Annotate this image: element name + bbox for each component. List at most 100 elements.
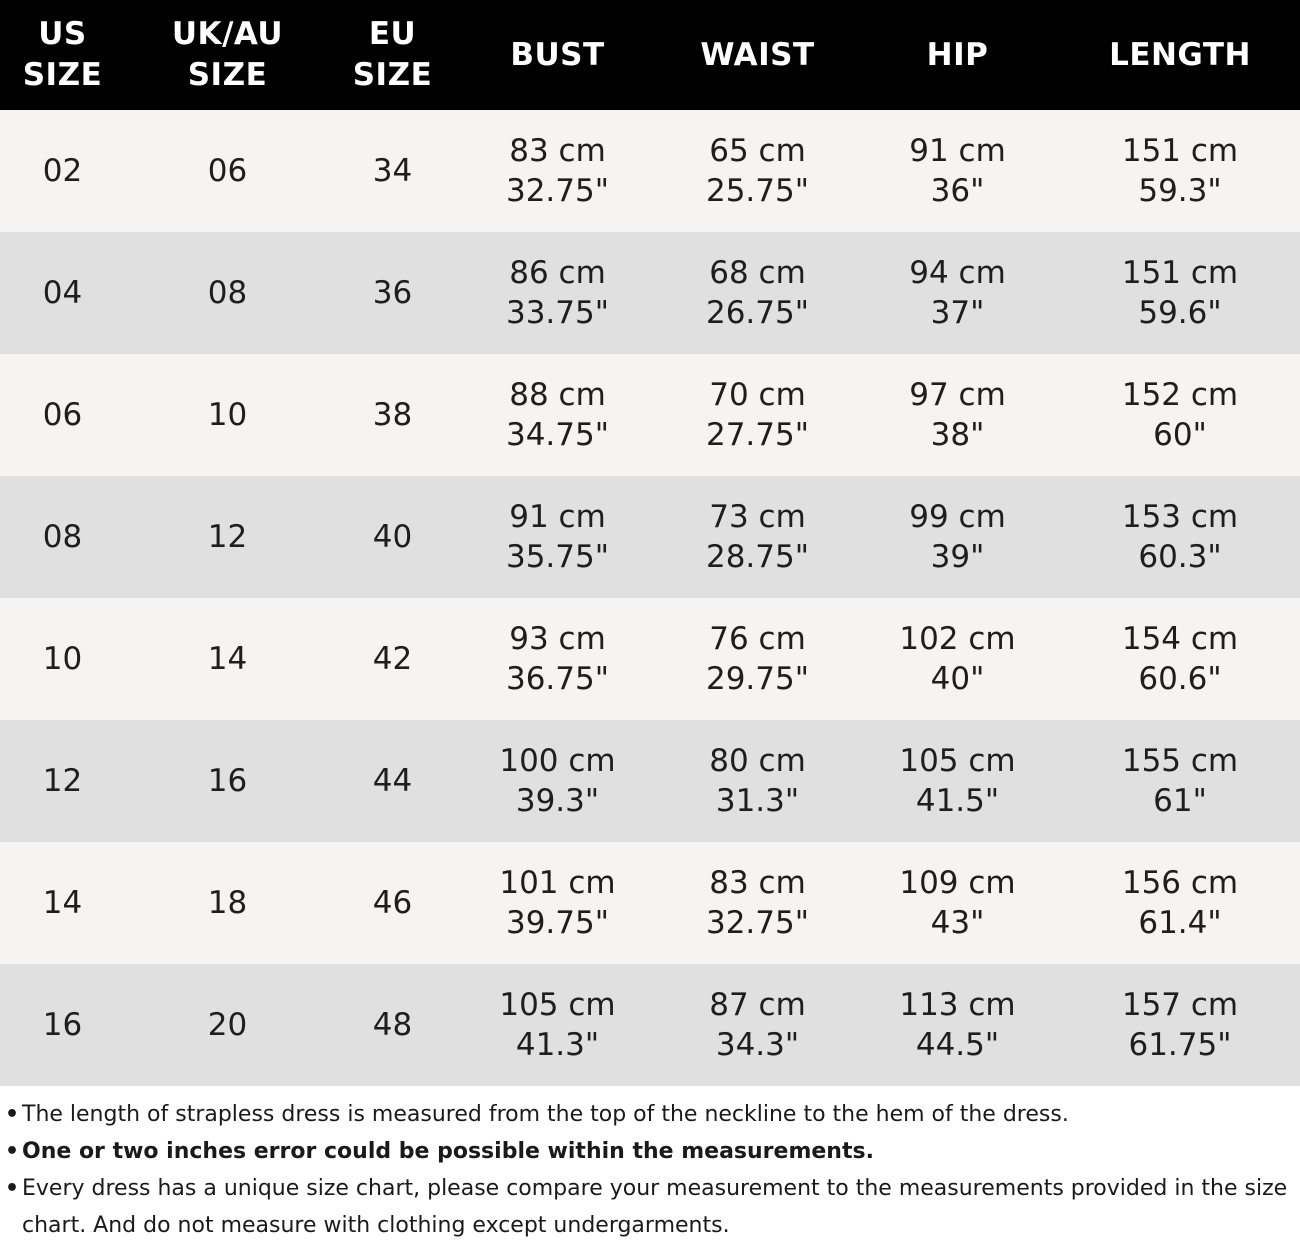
waist-in-value: 29.75" <box>705 661 809 697</box>
bust-in-value: 39.3" <box>515 783 600 819</box>
length-in-value: 61.75" <box>1128 1027 1232 1063</box>
eu-value: 36 <box>372 275 413 311</box>
uk-au-size-cell: 06 <box>125 110 330 232</box>
waist-cell: 76 cm 29.75" <box>660 598 855 720</box>
uk-au-size-cell: 12 <box>125 476 330 598</box>
uk-value: 08 <box>207 275 248 311</box>
waist-cell: 65 cm 25.75" <box>660 110 855 232</box>
hip-cm-value: 99 cm <box>909 499 1006 535</box>
header-us-size: US SIZE <box>22 16 103 93</box>
eu-size-cell: 40 <box>330 476 455 598</box>
bust-cell: 91 cm 35.75" <box>455 476 660 598</box>
bust-cell: 93 cm 36.75" <box>455 598 660 720</box>
hip-cm-value: 109 cm <box>899 865 1016 901</box>
bust-cm-value: 91 cm <box>509 499 606 535</box>
length-in-value: 59.3" <box>1138 173 1222 209</box>
header-length: LENGTH <box>1109 36 1251 73</box>
eu-value: 44 <box>372 763 413 799</box>
note-item: • The length of strapless dress is measur… <box>0 1096 1296 1133</box>
us-size-cell: 04 <box>0 232 125 354</box>
waist-cm-value: 80 cm <box>709 743 806 779</box>
eu-value: 38 <box>372 397 413 433</box>
waist-cell: 68 cm 26.75" <box>660 232 855 354</box>
size-chart-table: US SIZE UK/AU SIZE EU SIZE BUST WAIST HI… <box>0 0 1300 1086</box>
hip-cell: 99 cm 39" <box>855 476 1060 598</box>
length-in-value: 61" <box>1153 783 1207 819</box>
bust-cell: 101 cm 39.75" <box>455 842 660 964</box>
waist-cm-value: 65 cm <box>709 133 806 169</box>
length-cm-value: 155 cm <box>1121 743 1239 779</box>
eu-value: 46 <box>372 885 413 921</box>
uk-value: 12 <box>207 519 248 555</box>
hip-cell: 94 cm 37" <box>855 232 1060 354</box>
uk-au-size-cell: 20 <box>125 964 330 1086</box>
uk-au-size-cell: 16 <box>125 720 330 842</box>
us-size-cell: 14 <box>0 842 125 964</box>
waist-cell: 87 cm 34.3" <box>660 964 855 1086</box>
uk-au-size-cell: 08 <box>125 232 330 354</box>
waist-in-value: 32.75" <box>705 905 809 941</box>
eu-size-cell: 44 <box>330 720 455 842</box>
header-bust: BUST <box>510 36 605 73</box>
length-in-value: 60.3" <box>1138 539 1222 575</box>
table-row: 04 08 36 86 cm 33.75" 68 cm 26.75" 94 cm 37" 151 … <box>0 232 1300 354</box>
uk-au-size-cell: 10 <box>125 354 330 476</box>
bust-cm-value: 101 cm <box>499 865 616 901</box>
hip-cell: 91 cm 36" <box>855 110 1060 232</box>
length-cm-value: 156 cm <box>1121 865 1239 901</box>
hip-cell: 105 cm 41.5" <box>855 720 1060 842</box>
note-item: • One or two inches error could be possib… <box>0 1133 1296 1170</box>
hip-cm-value: 97 cm <box>909 377 1006 413</box>
us-value: 02 <box>42 153 83 189</box>
waist-cm-value: 83 cm <box>709 865 806 901</box>
hip-in-value: 40" <box>930 661 985 697</box>
eu-size-cell: 46 <box>330 842 455 964</box>
bust-in-value: 36.75" <box>505 661 609 697</box>
waist-cm-value: 73 cm <box>709 499 806 535</box>
hip-cm-value: 91 cm <box>909 133 1006 169</box>
bust-cell: 83 cm 32.75" <box>455 110 660 232</box>
length-cell: 152 cm 60" <box>1060 354 1300 476</box>
length-cell: 154 cm 60.6" <box>1060 598 1300 720</box>
header-uk-au-size: UK/AU SIZE <box>171 16 284 93</box>
table-row: 14 18 46 101 cm 39.75" 83 cm 32.75" 109 cm 43" 15… <box>0 842 1300 964</box>
us-value: 12 <box>42 763 83 799</box>
length-cm-value: 154 cm <box>1121 621 1239 657</box>
length-in-value: 60" <box>1153 417 1207 453</box>
waist-cell: 70 cm 27.75" <box>660 354 855 476</box>
header-waist: WAIST <box>700 36 815 73</box>
bust-in-value: 34.75" <box>505 417 609 453</box>
us-size-cell: 10 <box>0 598 125 720</box>
eu-value: 40 <box>372 519 413 555</box>
hip-in-value: 36" <box>930 173 985 209</box>
hip-cell: 109 cm 43" <box>855 842 1060 964</box>
eu-value: 42 <box>372 641 413 677</box>
eu-size-cell: 36 <box>330 232 455 354</box>
header-row: US SIZE UK/AU SIZE EU SIZE BUST WAIST HI… <box>0 0 1300 110</box>
eu-size-cell: 34 <box>330 110 455 232</box>
length-cm-value: 153 cm <box>1121 499 1239 535</box>
eu-value: 48 <box>372 1007 413 1043</box>
waist-in-value: 28.75" <box>705 539 809 575</box>
hip-in-value: 41.5" <box>915 783 1000 819</box>
us-value: 14 <box>42 885 83 921</box>
length-cm-value: 157 cm <box>1121 987 1239 1023</box>
waist-cm-value: 76 cm <box>709 621 806 657</box>
hip-cell: 97 cm 38" <box>855 354 1060 476</box>
length-in-value: 59.6" <box>1138 295 1222 331</box>
waist-in-value: 27.75" <box>705 417 809 453</box>
size-chart-header: US SIZE UK/AU SIZE EU SIZE BUST WAIST HI… <box>0 0 1300 110</box>
length-cell: 153 cm 60.3" <box>1060 476 1300 598</box>
length-in-value: 61.4" <box>1138 905 1222 941</box>
us-value: 10 <box>42 641 83 677</box>
length-cell: 157 cm 61.75" <box>1060 964 1300 1086</box>
hip-in-value: 43" <box>930 905 985 941</box>
table-row: 16 20 48 105 cm 41.3" 87 cm 34.3" 113 cm 44.5" 15… <box>0 964 1300 1086</box>
length-cell: 156 cm 61.4" <box>1060 842 1300 964</box>
waist-cm-value: 68 cm <box>709 255 806 291</box>
hip-in-value: 37" <box>930 295 985 331</box>
hip-in-value: 38" <box>930 417 985 453</box>
length-in-value: 60.6" <box>1138 661 1222 697</box>
us-size-cell: 08 <box>0 476 125 598</box>
hip-cm-value: 102 cm <box>899 621 1016 657</box>
